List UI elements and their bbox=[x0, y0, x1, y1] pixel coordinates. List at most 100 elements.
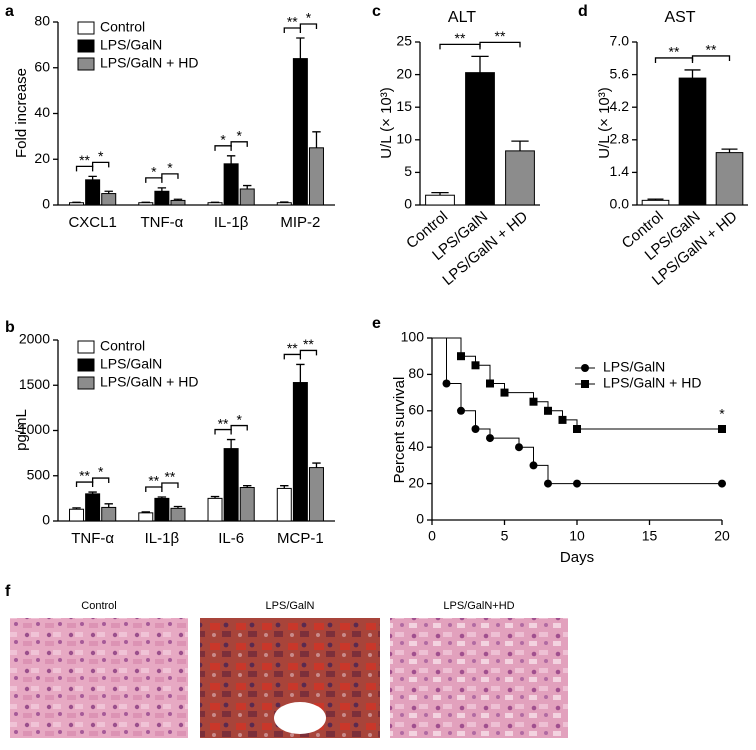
legend-swatch bbox=[77, 376, 95, 390]
y-axis-label: U/L (× 10³) bbox=[378, 87, 395, 159]
error-bar bbox=[104, 190, 113, 194]
legend-swatch bbox=[77, 39, 95, 53]
y-tick-label: 500 bbox=[27, 466, 51, 482]
legend-swatch bbox=[77, 340, 95, 354]
legend-label: LPS/GalN + HD bbox=[603, 375, 701, 391]
image-caption: Control bbox=[81, 600, 116, 612]
y-tick-label: 1.4 bbox=[610, 163, 630, 179]
bar bbox=[292, 382, 308, 522]
y-tick-label: 60 bbox=[408, 402, 424, 418]
image-caption: LPS/GalN+HD bbox=[443, 600, 514, 612]
bar bbox=[239, 487, 255, 522]
x-tick-label: MIP-2 bbox=[280, 214, 320, 231]
bar bbox=[154, 190, 170, 206]
y-tick-label: 20 bbox=[34, 150, 50, 166]
error-bar bbox=[684, 69, 701, 79]
significance-bracket bbox=[145, 486, 163, 493]
significance-label: ** bbox=[218, 415, 229, 431]
error-bar bbox=[210, 495, 220, 499]
bar bbox=[69, 508, 85, 522]
x-tick-label: TNF-α bbox=[140, 214, 183, 231]
y-tick-label: 4.2 bbox=[610, 98, 630, 114]
significance-bracket bbox=[214, 145, 232, 151]
significance-label: ** bbox=[303, 336, 314, 352]
marker bbox=[457, 352, 465, 361]
bar bbox=[276, 487, 292, 522]
significance-label: ** bbox=[79, 468, 90, 484]
significance-label: * bbox=[236, 128, 242, 144]
marker bbox=[529, 397, 538, 406]
error-bar bbox=[511, 140, 529, 151]
y-tick-label: 20 bbox=[396, 65, 412, 81]
marker bbox=[573, 479, 581, 488]
y-tick-label: 0 bbox=[404, 196, 412, 212]
bar bbox=[138, 512, 154, 522]
bar bbox=[715, 152, 744, 206]
bar bbox=[641, 199, 670, 206]
error-bar bbox=[296, 37, 305, 59]
marker bbox=[558, 415, 567, 424]
x-axis-label: Days bbox=[560, 549, 594, 566]
panel-letter: a bbox=[5, 3, 14, 20]
y-tick-label: 40 bbox=[408, 438, 424, 454]
marker bbox=[581, 364, 589, 372]
error-bar bbox=[226, 155, 236, 164]
significance-bracket bbox=[161, 173, 179, 179]
significance-label: * bbox=[306, 10, 312, 26]
y-tick-label: 1500 bbox=[19, 376, 50, 392]
bar bbox=[170, 507, 186, 522]
bar bbox=[678, 77, 707, 206]
y-tick-label: 1000 bbox=[19, 421, 50, 437]
y-tick-label: 2.8 bbox=[610, 131, 630, 147]
error-bar bbox=[280, 201, 289, 203]
error-bar bbox=[88, 491, 97, 494]
marker bbox=[500, 388, 509, 397]
significance-label: ** bbox=[287, 340, 298, 356]
marker bbox=[573, 425, 581, 433]
legend-swatch bbox=[77, 57, 95, 71]
y-tick-label: 0.0 bbox=[610, 196, 630, 212]
error-bar bbox=[312, 462, 321, 468]
significance-bracket bbox=[145, 177, 163, 183]
significance-bracket bbox=[230, 141, 248, 147]
bar bbox=[170, 199, 186, 206]
error-bar bbox=[431, 191, 449, 196]
error-bar bbox=[647, 198, 664, 201]
x-tick-label: TNF-α bbox=[71, 530, 114, 547]
significance-label: ** bbox=[706, 42, 717, 58]
legend-label: LPS/GalN + HD bbox=[100, 55, 198, 71]
bar bbox=[505, 150, 535, 206]
y-tick-label: 5 bbox=[404, 163, 412, 179]
marker bbox=[544, 406, 552, 415]
x-tick-label: IL-1β bbox=[214, 214, 249, 231]
bar bbox=[425, 194, 455, 206]
y-tick-label: 80 bbox=[34, 13, 50, 29]
panel-letter: e bbox=[372, 315, 381, 332]
panel-letter: b bbox=[5, 319, 15, 336]
x-tick-label: 5 bbox=[501, 528, 509, 544]
x-tick-label: 20 bbox=[714, 528, 730, 544]
y-axis-label: Percent survival bbox=[391, 377, 408, 484]
legend-swatch bbox=[77, 358, 95, 372]
y-tick-label: 80 bbox=[408, 365, 424, 381]
x-tick-label: IL-1β bbox=[145, 530, 180, 547]
significance-bracket bbox=[299, 349, 318, 356]
error-bar bbox=[243, 184, 252, 189]
panel-letter: f bbox=[5, 583, 11, 600]
error-bar bbox=[88, 175, 97, 180]
error-bar bbox=[157, 187, 167, 192]
significance-bracket bbox=[75, 481, 94, 488]
marker bbox=[471, 361, 480, 370]
bar bbox=[276, 202, 292, 206]
y-tick-label: 0 bbox=[42, 512, 50, 528]
image-caption: LPS/GalN bbox=[266, 600, 315, 612]
marker bbox=[442, 379, 451, 388]
x-tick-label: 15 bbox=[642, 528, 658, 544]
significance-bracket bbox=[283, 353, 302, 360]
significance-label: ** bbox=[495, 28, 506, 44]
legend-label: LPS/GalN + HD bbox=[100, 374, 198, 390]
bar bbox=[207, 202, 223, 206]
significance-bracket bbox=[283, 27, 302, 34]
y-tick-label: 7.0 bbox=[610, 33, 630, 49]
